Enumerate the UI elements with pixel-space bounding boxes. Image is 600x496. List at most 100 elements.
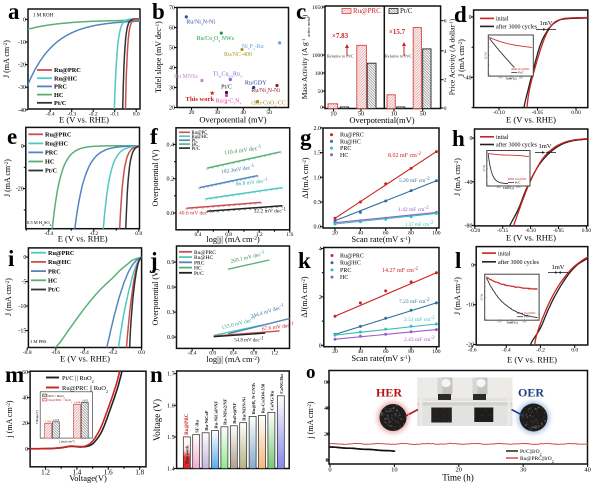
svg-text:-0.1: -0.1: [110, 111, 119, 117]
svg-text:×7.83: ×7.83: [332, 32, 349, 40]
svg-text:Ru-Co3O4-350: Ru-Co3O4-350: [260, 383, 265, 413]
svg-text:1.518: 1.518: [52, 418, 59, 422]
svg-text:-0.10: -0.10: [493, 110, 505, 116]
svg-text:E (V vs. RHE): E (V vs. RHE): [506, 115, 556, 125]
svg-text:6: 6: [444, 19, 447, 25]
svg-text:Ru@PRC: Ru@PRC: [48, 250, 74, 257]
svg-text:2: 2: [444, 78, 447, 84]
svg-text:Ru-NiCoP: Ru-NiCoP: [204, 410, 209, 431]
svg-text:20: 20: [189, 110, 195, 116]
svg-text:60: 60: [324, 380, 330, 386]
svg-text:Ru@PRC: Ru@PRC: [515, 177, 527, 181]
svg-text:E (V vs. RHE): E (V vs. RHE): [507, 355, 557, 365]
svg-text:Pt/C: Pt/C: [515, 181, 520, 185]
svg-text:66.8 mV dec-1: 66.8 mV dec-1: [235, 177, 268, 188]
svg-text:1.6: 1.6: [167, 403, 175, 409]
svg-text:-20: -20: [18, 63, 26, 69]
svg-text:(J %): (J %): [480, 294, 484, 300]
svg-text:Pt/C: Pt/C: [400, 7, 413, 15]
svg-text:e: e: [7, 124, 17, 149]
svg-text:Ru@PRC: Ru@PRC: [194, 250, 216, 256]
svg-text:1mV: 1mV: [552, 264, 565, 271]
svg-text:1 M KOH: 1 M KOH: [33, 14, 54, 19]
svg-text:d: d: [454, 2, 467, 27]
svg-text:50: 50: [318, 89, 324, 95]
svg-text:0: 0: [319, 343, 322, 349]
svg-text:PRC: PRC: [48, 268, 61, 275]
svg-text:0: 0: [326, 458, 329, 464]
svg-text:1.662: 1.662: [81, 398, 88, 402]
svg-text:50: 50: [266, 110, 272, 116]
svg-text:0.4: 0.4: [167, 142, 175, 148]
svg-text:PRC: PRC: [54, 84, 67, 91]
svg-text:HC: HC: [192, 143, 199, 148]
svg-text:1.506: 1.506: [45, 419, 52, 423]
svg-text:Voltage(V): Voltage(V): [35, 410, 39, 424]
svg-text:g: g: [300, 125, 312, 150]
svg-text:0: 0: [328, 467, 331, 474]
svg-text:-0.05: -0.05: [532, 110, 544, 116]
svg-text:1.6: 1.6: [286, 232, 293, 238]
svg-text:1 M PBS: 1 M PBS: [30, 339, 47, 344]
svg-text:HC: HC: [194, 266, 202, 272]
svg-text:Ru@PRC||IrO2: Ru@PRC||IrO2: [520, 456, 554, 464]
svg-text:Ru/NC-400: Ru/NC-400: [224, 52, 252, 58]
svg-text:Pt/C: Pt/C: [192, 147, 201, 152]
svg-text:40: 40: [22, 396, 28, 402]
svg-text:0.5: 0.5: [314, 200, 322, 206]
svg-text:j: j: [149, 248, 158, 273]
svg-text:E (V vs. RHE): E (V vs. RHE): [58, 234, 108, 244]
svg-text:-0.2: -0.2: [89, 231, 98, 237]
svg-text:0.2: 0.2: [167, 177, 175, 183]
svg-text:0: 0: [469, 15, 472, 21]
svg-text:Ru@HC: Ru@HC: [340, 261, 361, 267]
svg-text:1.2: 1.2: [271, 351, 278, 357]
svg-text:J (mA cm-2): J (mA cm-2): [2, 40, 11, 78]
svg-text:Pt/C || RuO2: Pt/C || RuO2: [62, 375, 94, 384]
svg-text:0.9: 0.9: [167, 260, 175, 266]
svg-text:0.0: 0.0: [209, 351, 216, 357]
svg-text:ΔJ(mA cm-2): ΔJ(mA cm-2): [301, 157, 310, 198]
svg-text:E (V vs. RHE): E (V vs. RHE): [59, 115, 109, 125]
svg-text:Pt/C: Pt/C: [54, 100, 67, 107]
svg-text:2.43 mF cm-2: 2.43 mF cm-2: [404, 336, 435, 344]
svg-text:Tafel slope (mV dec-1): Tafel slope (mV dec-1): [154, 21, 163, 93]
svg-text:8.02 mF cm-2: 8.02 mF cm-2: [388, 152, 422, 160]
svg-text:2000: 2000: [498, 77, 503, 79]
svg-text:Ti32Cu0.8Ru3: Ti32Cu0.8Ru3: [213, 72, 242, 79]
svg-text:PRC: PRC: [340, 146, 351, 152]
svg-text:0.0: 0.0: [167, 211, 175, 217]
svg-text:f: f: [150, 124, 158, 149]
svg-text:Ru-NiSe2/NF: Ru-NiSe2/NF: [223, 398, 228, 424]
svg-text:E (V vs. RHE): E (V vs. RHE): [60, 354, 110, 364]
svg-text:-5: -5: [21, 280, 26, 286]
svg-text:Overpotential (mV): Overpotential (mV): [199, 115, 266, 125]
svg-text:30: 30: [520, 467, 527, 474]
svg-text:after 3000 cycles: after 3000 cycles: [498, 259, 540, 266]
svg-text:Time (s): Time (s): [503, 186, 514, 190]
svg-text:after 3000 cycles: after 3000 cycles: [496, 142, 538, 149]
svg-text:1.5: 1.5: [314, 151, 322, 157]
svg-text:Ru@PRC: Ru@PRC: [353, 7, 381, 15]
svg-text:Mass Activity (A g-1 active me: Mass Activity (A g-1 active metal): [300, 14, 311, 99]
svg-text:Pt/C: Pt/C: [194, 271, 204, 277]
svg-text:1mV: 1mV: [540, 20, 553, 27]
svg-text:1.2: 1.2: [41, 468, 50, 476]
svg-text:100: 100: [315, 71, 324, 77]
svg-text:inital: inital: [498, 251, 511, 257]
svg-text:Ru@PRC: Ru@PRC: [524, 311, 536, 315]
svg-text:b: b: [152, 0, 165, 24]
svg-text:o: o: [306, 362, 316, 383]
svg-text:0.0: 0.0: [138, 350, 145, 356]
svg-text:0: 0: [320, 105, 323, 111]
svg-text:(J %): (J %): [482, 165, 486, 171]
svg-text:80: 80: [408, 349, 414, 355]
svg-text:40: 40: [324, 406, 330, 412]
svg-text:inital: inital: [496, 135, 509, 141]
svg-text:j (mA cm-2): j (mA cm-2): [58, 439, 74, 444]
svg-text:Pt/C: Pt/C: [45, 168, 57, 175]
svg-text:4: 4: [444, 49, 447, 55]
svg-text:Ru MNSs: Ru MNSs: [174, 74, 199, 80]
svg-text:1mV: 1mV: [539, 143, 552, 150]
svg-text:OER: OER: [518, 386, 544, 400]
